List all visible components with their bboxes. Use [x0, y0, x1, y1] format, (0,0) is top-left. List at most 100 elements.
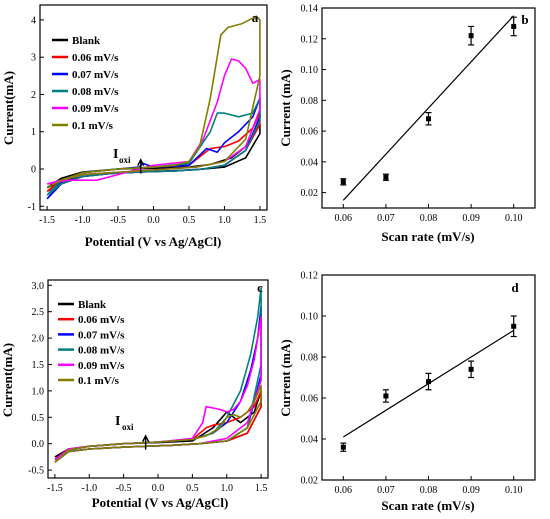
panel-d-ticks: 0.06 0.07 0.08 0.09 0.10 0.02 0.04 0.06 0.08 0.10…: [301, 271, 523, 497]
x-tick-label: 0.07: [377, 213, 395, 224]
x-tick-label: -1.5: [47, 483, 63, 494]
y-tick-label: 1.0: [32, 386, 45, 397]
y-tick-label: 0.14: [301, 4, 319, 15]
panel-c-legend: Blank 0.06 mV/s 0.07 mV/s 0.08 mV/s 0.09 mV/…: [58, 299, 125, 387]
panel-a-annotation-sub: oxi: [119, 155, 131, 165]
y-tick-label: 0.5: [32, 413, 45, 424]
y-tick-label: 4: [31, 15, 36, 26]
y-tick-label: 0.08: [301, 96, 319, 107]
legend-label: 0.06 mV/s: [72, 52, 119, 64]
panel-c-ylabel: Current(mA): [0, 343, 15, 417]
panel-a-cv-plot: -1.5 -1.0 -0.5 0.0 0.5 1.0 1.5 -1 0 1 2 3 4 Blank 0.0…: [1, 4, 268, 249]
y-tick-label: 1.5: [32, 360, 45, 371]
y-tick-label: 2.0: [32, 334, 45, 345]
panel-c-label: c: [257, 280, 263, 295]
x-tick-label: -0.5: [110, 215, 126, 226]
panel-c-annotation-arrow: [141, 434, 150, 450]
y-tick-label: 3.0: [32, 281, 45, 292]
legend-label: Blank: [78, 299, 107, 311]
x-tick-label: 0.10: [505, 213, 523, 224]
x-tick-label: 0.09: [462, 485, 480, 496]
legend-label: 0.1 mV/s: [72, 120, 114, 132]
y-tick-label: 0.12: [301, 34, 319, 45]
data-point: [468, 366, 474, 372]
x-tick-label: 0.06: [335, 213, 353, 224]
y-tick-label: 0.0: [32, 439, 45, 450]
x-tick-label: 1.5: [255, 483, 268, 494]
panel-d-points: [340, 315, 517, 452]
panel-c-xlabel: Potential (V vs Ag/AgCl): [92, 495, 229, 510]
legend-label: 0.08 mV/s: [72, 86, 119, 98]
panel-c-ticks: -1.5 -1.0 -0.5 0.0 0.5 1.0 1.5 -0.5 0.0 0.5 1.0 1.5…: [28, 281, 267, 494]
legend-label: 0.07 mV/s: [72, 69, 119, 81]
y-tick-label: 0.12: [301, 271, 319, 282]
panel-c-annotation: I oxi: [115, 414, 150, 450]
legend-label: 0.07 mV/s: [78, 329, 125, 341]
data-point: [340, 179, 346, 185]
x-tick-label: 1.5: [254, 215, 267, 226]
series-line-0-1-mv-s: [54, 384, 262, 463]
panel-d-ylabel: Current (mA): [278, 339, 293, 416]
legend-label: 0.09 mV/s: [78, 360, 125, 372]
panel-c-annotation-text: I: [115, 414, 120, 429]
x-tick-label: 0.06: [335, 485, 353, 496]
y-tick-label: 0.10: [301, 312, 319, 323]
y-tick-label: 3: [31, 53, 36, 64]
data-point: [468, 33, 474, 39]
x-tick-label: -0.5: [116, 483, 132, 494]
panel-a-xlabel: Potential (V vs Ag/AgCl): [85, 234, 222, 249]
y-tick-label: 0.06: [301, 127, 319, 138]
x-tick-label: 0.09: [462, 213, 480, 224]
panel-b-scatter-plot: 0.06 0.07 0.08 0.09 0.10 0.02 0.04 0.06 0.08 0.10…: [278, 4, 536, 244]
panel-b-label: b: [521, 12, 528, 27]
x-tick-label: 0.08: [420, 213, 438, 224]
data-point: [426, 116, 431, 122]
x-tick-label: -1.0: [75, 215, 91, 226]
y-tick-label: 0.08: [301, 353, 319, 364]
panel-d-scatter-plot: 0.06 0.07 0.08 0.09 0.10 0.02 0.04 0.06 0.08 0.10…: [278, 271, 536, 513]
data-point: [340, 444, 346, 450]
y-tick-label: 1: [31, 127, 36, 138]
panel-c-cv-plot: -1.5 -1.0 -0.5 0.0 0.5 1.0 1.5 -0.5 0.0 0.5 1.0 1.5…: [0, 279, 269, 510]
x-tick-label: 0.5: [186, 483, 199, 494]
data-point: [426, 379, 431, 385]
y-tick-label: 0.06: [301, 394, 319, 405]
legend-label: 0.06 mV/s: [78, 314, 125, 326]
panel-a-ylabel: Current(mA): [1, 71, 16, 145]
y-tick-label: -1: [28, 202, 36, 213]
y-tick-label: 0.10: [301, 65, 319, 76]
legend-label: Blank: [72, 35, 101, 47]
y-tick-label: 2.5: [32, 307, 45, 318]
panel-b-points: [340, 15, 517, 201]
x-tick-label: 0.5: [183, 215, 196, 226]
panel-a-annotation: I oxi: [113, 147, 145, 174]
panel-d-label: d: [511, 280, 519, 295]
x-tick-label: 0.0: [147, 215, 160, 226]
y-tick-label: 0: [31, 165, 36, 176]
x-tick-label: 0.08: [420, 485, 438, 496]
panel-a-legend: Blank 0.06 mV/s 0.07 mV/s 0.08 mV/s 0.09 mV/…: [52, 35, 119, 132]
panel-a-ticks: -1.5 -1.0 -0.5 0.0 0.5 1.0 1.5 -1 0 1 2 3 4: [28, 15, 267, 226]
x-tick-label: 0.07: [377, 485, 395, 496]
panel-a-annotation-arrow: [137, 158, 145, 174]
x-tick-label: 0.10: [505, 485, 523, 496]
fit-line: [342, 15, 515, 201]
y-tick-label: 0.04: [301, 157, 319, 168]
panel-b-ticks: 0.06 0.07 0.08 0.09 0.10 0.02 0.04 0.06 0.08 0.10…: [301, 4, 523, 225]
x-tick-label: -1.5: [39, 215, 55, 226]
legend-label: 0.1 mV/s: [78, 375, 120, 387]
data-point: [383, 393, 389, 399]
panel-c-curves: [54, 287, 262, 463]
panel-a-curves: [46, 15, 261, 200]
legend-label: 0.09 mV/s: [72, 103, 119, 115]
data-point: [383, 174, 389, 180]
data-point: [511, 23, 517, 29]
x-tick-label: 1.0: [218, 215, 231, 226]
panel-d-xlabel: Scan rate (mV/s): [381, 498, 474, 513]
y-tick-label: 2: [31, 90, 36, 101]
panel-a-label: a: [252, 10, 259, 25]
data-point: [511, 323, 517, 329]
x-tick-label: 1.0: [221, 483, 234, 494]
panel-b-xlabel: Scan rate (mV/s): [381, 229, 474, 244]
y-tick-label: 0.02: [301, 476, 319, 487]
